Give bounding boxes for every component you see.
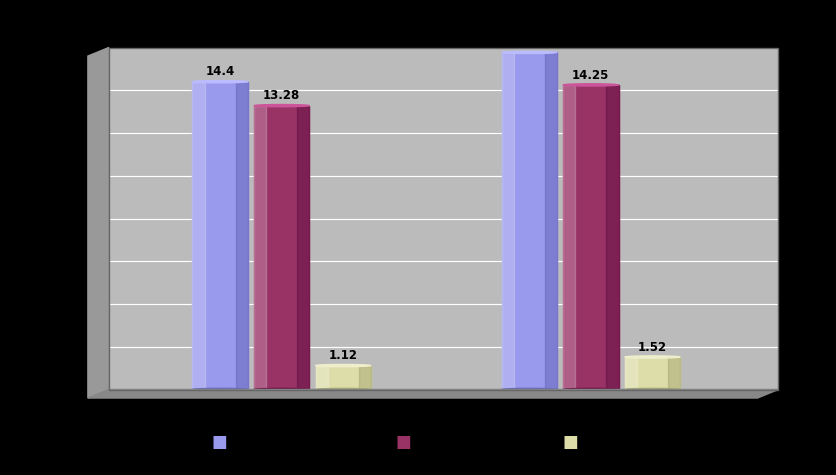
- Bar: [544, 52, 556, 390]
- Ellipse shape: [624, 356, 680, 358]
- Bar: [359, 366, 370, 389]
- Bar: [624, 357, 636, 389]
- Ellipse shape: [563, 389, 618, 390]
- Ellipse shape: [563, 84, 618, 86]
- Ellipse shape: [253, 104, 309, 107]
- Ellipse shape: [624, 389, 680, 390]
- Bar: [501, 52, 556, 390]
- Ellipse shape: [192, 81, 247, 83]
- Ellipse shape: [315, 389, 370, 390]
- Text: 13.28: 13.28: [263, 89, 300, 103]
- Bar: [315, 366, 370, 389]
- Text: 15.77: 15.77: [510, 36, 548, 49]
- Bar: [253, 105, 266, 390]
- Bar: [192, 82, 205, 389]
- Text: ■: ■: [212, 433, 227, 451]
- Bar: [563, 85, 574, 390]
- Bar: [192, 82, 205, 389]
- Bar: [624, 357, 680, 389]
- Ellipse shape: [192, 389, 247, 390]
- Bar: [667, 357, 680, 389]
- Text: 1.12: 1.12: [329, 349, 357, 362]
- Bar: [315, 366, 328, 389]
- Bar: [236, 82, 247, 389]
- Bar: [624, 357, 636, 389]
- Bar: [192, 82, 247, 389]
- Text: ■: ■: [563, 433, 578, 451]
- Text: ■: ■: [395, 433, 410, 451]
- Bar: [315, 366, 328, 389]
- Text: 14.25: 14.25: [572, 69, 609, 82]
- Text: 14.4: 14.4: [206, 66, 235, 78]
- Bar: [501, 52, 513, 390]
- Ellipse shape: [501, 389, 556, 390]
- Bar: [605, 85, 618, 390]
- Text: 1.52: 1.52: [637, 341, 666, 354]
- Bar: [501, 52, 513, 390]
- Ellipse shape: [253, 389, 309, 390]
- Bar: [297, 105, 309, 390]
- Ellipse shape: [315, 364, 370, 367]
- Ellipse shape: [501, 51, 556, 54]
- Bar: [563, 85, 574, 390]
- Bar: [253, 105, 266, 390]
- Bar: [563, 85, 618, 390]
- Bar: [253, 105, 309, 390]
